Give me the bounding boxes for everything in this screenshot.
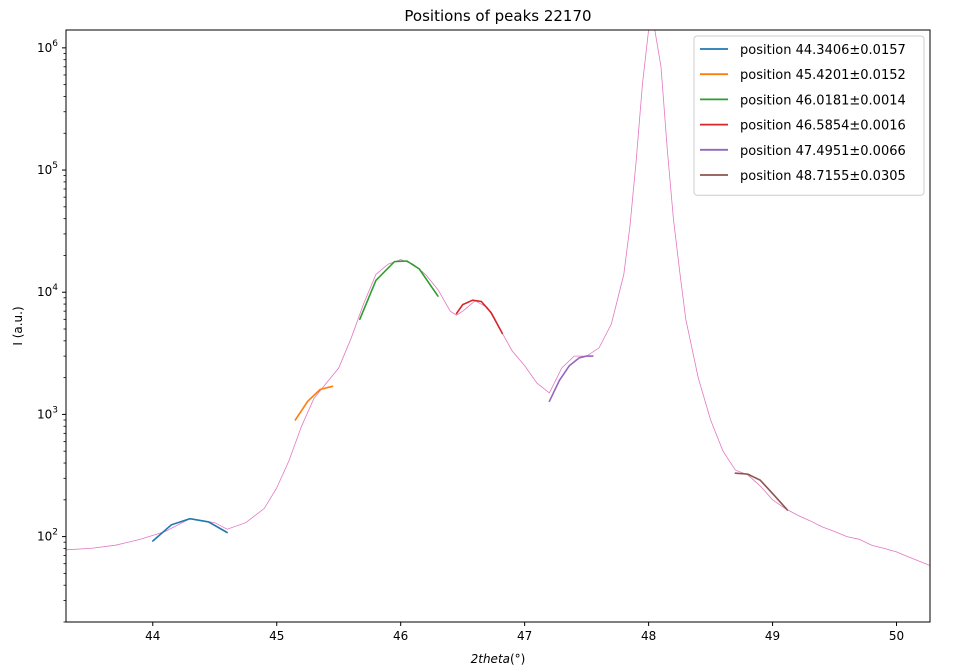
x-tick-label: 50 <box>889 629 904 643</box>
x-tick-label: 46 <box>393 629 408 643</box>
legend: position 44.3406±0.0157 position 45.4201±… <box>693 35 925 196</box>
legend-label-6: position 48.7155±0.0305 <box>740 169 906 184</box>
y-tick-base: 10 <box>37 163 52 177</box>
y-tick-label: 105 <box>37 161 58 177</box>
peak-fit-line-4 <box>455 299 504 335</box>
peak-fit-line-5 <box>548 355 594 403</box>
legend-box <box>693 35 925 196</box>
peak-fit-line-2 <box>294 385 334 421</box>
y-tick-label: 106 <box>37 39 58 55</box>
plot-area <box>66 30 930 566</box>
legend-label-2: position 45.4201±0.0152 <box>740 68 906 83</box>
y-tick-label: 103 <box>37 405 58 421</box>
legend-label-5: position 47.4951±0.0066 <box>740 144 906 159</box>
y-tick-base: 10 <box>37 530 52 544</box>
peak-fit-line-3 <box>358 260 439 321</box>
y-tick-base: 10 <box>37 407 52 421</box>
y-tick-exponent: 5 <box>52 161 58 171</box>
chart-title: Positions of peaks 22170 <box>404 7 591 25</box>
legend-label-4: position 46.5854±0.0016 <box>740 119 906 134</box>
y-tick-label: 104 <box>37 283 58 299</box>
y-tick-exponent: 3 <box>52 405 58 415</box>
y-tick-exponent: 4 <box>52 283 58 293</box>
legend-label-1: position 44.3406±0.0157 <box>740 43 906 58</box>
axes-frame <box>65 29 931 623</box>
x-tick-label: 45 <box>269 629 284 643</box>
x-axis-label: 2theta(°) <box>471 652 526 666</box>
measured-intensity-line <box>66 30 930 566</box>
x-tick-label: 47 <box>517 629 532 643</box>
x-axis-label-2: 2theta <box>471 652 510 666</box>
peak-fit-line-6 <box>734 472 789 511</box>
y-tick-base: 10 <box>37 285 52 299</box>
y-tick-exponent: 2 <box>52 528 58 538</box>
legend-label-3: position 46.0181±0.0014 <box>740 93 906 108</box>
y-tick-base: 10 <box>37 41 52 55</box>
y-axis-label: I (a.u.) <box>11 306 25 345</box>
plot-lines <box>66 30 930 566</box>
x-tick-label: 49 <box>765 629 780 643</box>
x-axis-label-unit: (°) <box>510 652 525 666</box>
peak-fit-line-1 <box>152 517 228 542</box>
x-tick-label: 44 <box>145 629 160 643</box>
y-tick-label: 102 <box>37 528 58 544</box>
x-tick-label: 48 <box>641 629 656 643</box>
y-tick-exponent: 6 <box>52 39 58 49</box>
